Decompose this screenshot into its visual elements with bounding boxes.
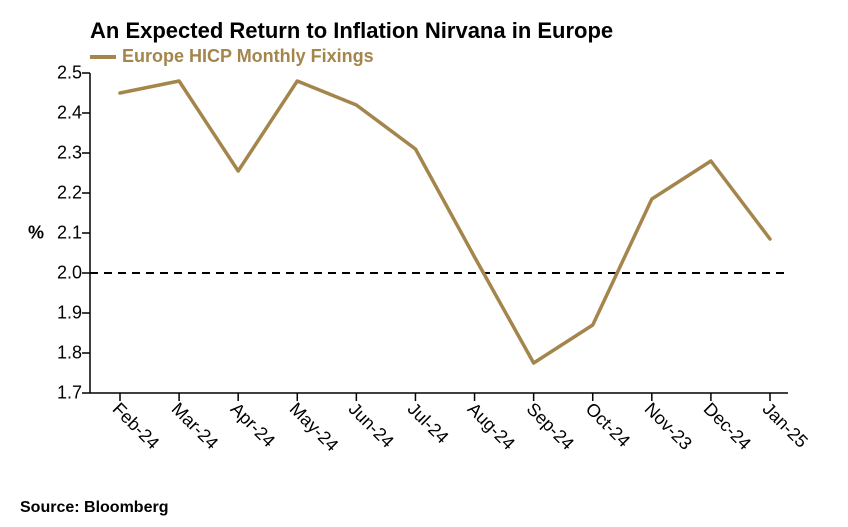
- x-tick-label: Mar-24: [167, 399, 222, 454]
- y-tick-label: 2.0: [57, 263, 90, 284]
- x-tick-label: Dec-24: [699, 399, 755, 455]
- x-tick-label: Jan-25: [758, 399, 812, 453]
- chart-title: An Expected Return to Inflation Nirvana …: [90, 18, 788, 44]
- y-tick-label: 1.7: [57, 383, 90, 404]
- x-tick-label: Jul-24: [403, 399, 453, 449]
- legend-swatch: [90, 55, 116, 59]
- y-axis-label: %: [28, 223, 44, 244]
- plot-area: % 1.71.81.92.02.12.22.32.42.5Feb-24Mar-2…: [90, 73, 788, 393]
- y-tick-label: 2.5: [57, 63, 90, 84]
- x-tick-label: Oct-24: [581, 399, 634, 452]
- y-tick-label: 1.9: [57, 303, 90, 324]
- legend-label: Europe HICP Monthly Fixings: [122, 46, 374, 67]
- y-tick-label: 2.4: [57, 103, 90, 124]
- x-tick-label: May-24: [285, 399, 342, 456]
- y-tick-label: 2.1: [57, 223, 90, 244]
- y-tick-label: 2.2: [57, 183, 90, 204]
- chart-container: An Expected Return to Inflation Nirvana …: [0, 0, 848, 527]
- series-line: [120, 81, 770, 363]
- x-tick-label: Sep-24: [522, 399, 578, 455]
- x-tick-label: Apr-24: [226, 399, 279, 452]
- x-tick-label: Nov-23: [640, 399, 696, 455]
- legend: Europe HICP Monthly Fixings: [90, 46, 788, 67]
- y-tick-label: 1.8: [57, 343, 90, 364]
- x-tick-label: Aug-24: [463, 399, 519, 455]
- source-text: Source: Bloomberg: [20, 499, 168, 517]
- x-tick-label: Feb-24: [108, 399, 163, 454]
- x-tick-label: Jun-24: [344, 399, 398, 453]
- y-tick-label: 2.3: [57, 143, 90, 164]
